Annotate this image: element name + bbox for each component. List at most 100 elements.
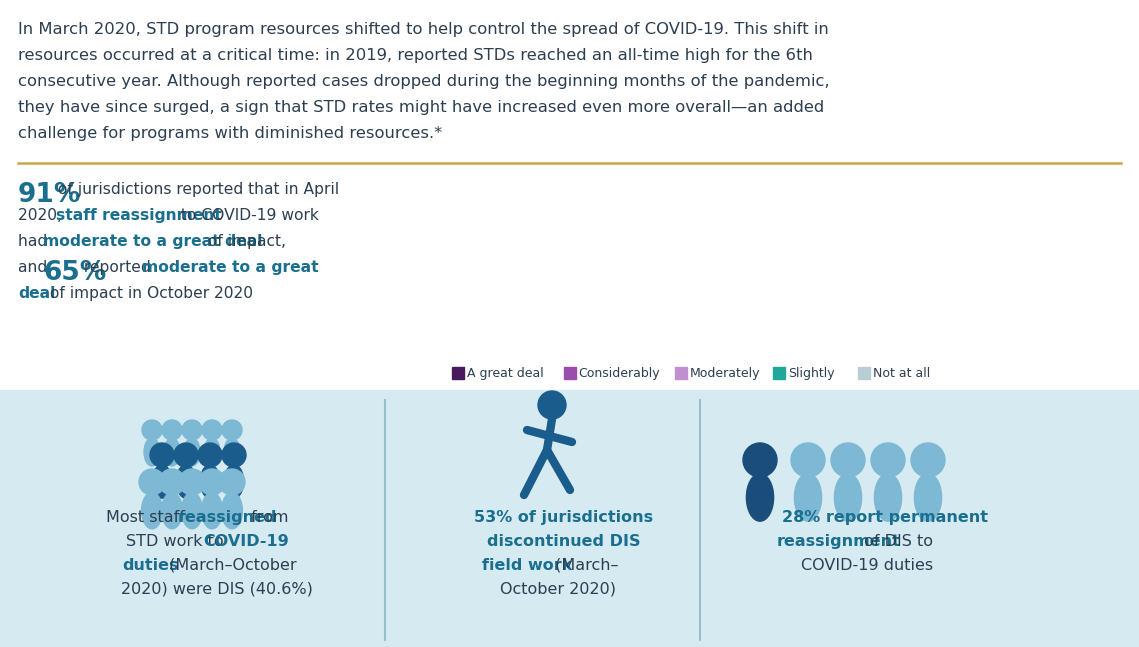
Circle shape [162,420,182,440]
Text: of impact,: of impact, [203,234,286,249]
Ellipse shape [835,474,861,521]
Ellipse shape [222,492,243,529]
Circle shape [831,443,865,477]
Text: from: from [246,510,288,525]
Ellipse shape [144,438,159,466]
Text: staff reassignment: staff reassignment [56,208,222,223]
Circle shape [219,469,245,495]
Ellipse shape [746,474,773,521]
Bar [675,367,687,379]
Bar [440,208,638,244]
Text: 53% of jurisdictions: 53% of jurisdictions [474,510,653,525]
Text: (March–: (March– [550,558,618,573]
Ellipse shape [185,438,200,466]
Circle shape [159,469,185,495]
Circle shape [222,420,241,440]
Ellipse shape [153,465,172,498]
Text: Slightly: Slightly [788,367,835,380]
Text: discontinued DIS: discontinued DIS [487,534,641,549]
Circle shape [182,420,202,440]
Text: In March 2020, STD program resources shifted to help control the spread of COVID: In March 2020, STD program resources shi… [18,22,829,37]
Ellipse shape [202,492,222,529]
Text: resources occurred at a critical time: in 2019, reported STDs reached an all-tim: resources occurred at a critical time: i… [18,48,813,63]
Text: moderate to a great: moderate to a great [142,260,319,275]
Circle shape [743,443,777,477]
Ellipse shape [164,438,180,466]
Bar [916,208,1041,244]
Text: April 2020: April 2020 [358,218,434,233]
Ellipse shape [162,492,182,529]
Text: and: and [18,260,52,275]
Text: Most staff: Most staff [106,510,190,525]
Bar [1067,294,1100,331]
Text: reported: reported [79,260,155,275]
Text: 30%: 30% [524,219,554,232]
Circle shape [174,443,198,467]
Text: 28% report permanent: 28% report permanent [781,510,988,525]
Text: 42%: 42% [762,219,792,232]
Text: they have since surged, a sign that STD rates might have increased even more ove: they have since surged, a sign that STD … [18,100,825,115]
Ellipse shape [875,474,902,521]
Circle shape [222,443,246,467]
Ellipse shape [141,492,163,529]
Ellipse shape [915,474,942,521]
Bar [773,367,785,379]
Text: Considerably: Considerably [579,367,661,380]
Text: A great deal: A great deal [467,367,543,380]
Bar [1074,208,1100,244]
Circle shape [538,391,566,419]
Bar [564,367,575,379]
Ellipse shape [181,492,203,529]
Text: 30%: 30% [953,306,983,319]
Text: of DIS to: of DIS to [859,534,933,549]
Circle shape [199,469,226,495]
Bar [1041,208,1074,244]
Circle shape [198,443,222,467]
Text: 65%: 65% [43,260,107,286]
Text: 91%: 91% [18,182,81,208]
Text: field work: field work [482,558,572,573]
Ellipse shape [200,465,220,498]
Text: deal: deal [18,286,56,301]
Bar [598,294,704,331]
Bar [858,367,869,379]
Text: Moderately: Moderately [690,367,761,380]
Bar [704,294,869,331]
Text: 5%: 5% [1074,307,1093,317]
Text: 2020) were DIS (40.6%): 2020) were DIS (40.6%) [121,582,312,597]
Circle shape [911,443,945,477]
Ellipse shape [794,474,821,521]
Bar [452,367,464,379]
Circle shape [202,420,222,440]
Bar [0,0,1139,390]
Text: duties: duties [123,558,179,573]
Text: 25%: 25% [771,306,802,319]
Bar [638,208,916,244]
Text: moderate to a great deal: moderate to a great deal [43,234,263,249]
Text: Not at all: Not at all [872,367,929,380]
Text: 16%: 16% [637,306,666,319]
Text: of impact in October 2020: of impact in October 2020 [44,286,253,301]
Text: to COVID-19 work: to COVID-19 work [175,208,319,223]
Ellipse shape [204,438,220,466]
Circle shape [179,469,205,495]
Circle shape [139,469,165,495]
Circle shape [142,420,162,440]
Text: (March–October: (March–October [164,558,296,573]
Text: COVID-19: COVID-19 [204,534,289,549]
Text: 19%: 19% [962,219,993,232]
Text: 5%: 5% [1048,221,1066,231]
Text: October 2020): October 2020) [500,582,616,597]
Text: consecutive year. Although reported cases dropped during the beginning months of: consecutive year. Although reported case… [18,74,829,89]
Text: reassignment: reassignment [777,534,900,549]
Text: 2020,: 2020, [18,208,67,223]
Text: STD work to: STD work to [125,534,229,549]
Circle shape [871,443,906,477]
Text: of jurisdictions reported that in April: of jurisdictions reported that in April [54,182,339,197]
Text: had: had [18,234,52,249]
Text: 24%: 24% [505,306,534,319]
Text: reassigned: reassigned [178,510,277,525]
Text: challenge for programs with diminished resources.*: challenge for programs with diminished r… [18,126,442,141]
Text: October 2020: October 2020 [333,305,434,320]
Ellipse shape [224,465,244,498]
